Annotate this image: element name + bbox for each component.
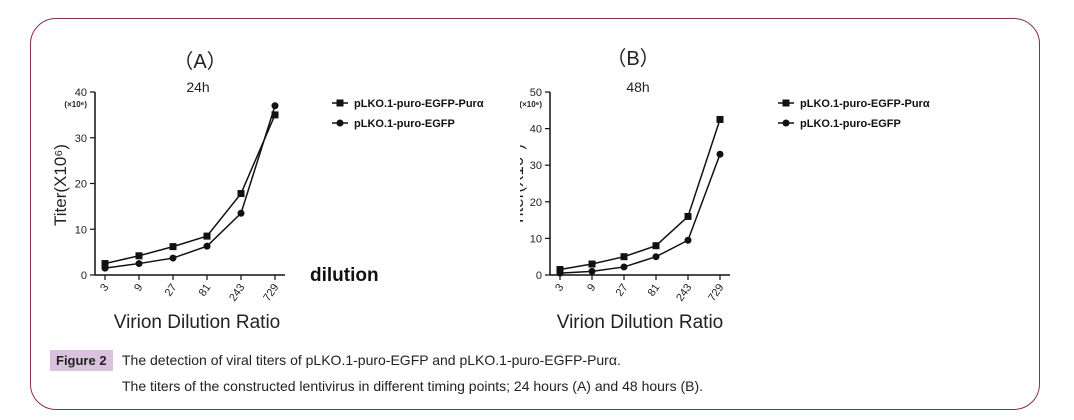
y-tick-label-b: 20: [530, 197, 542, 209]
y-tick-label-a: 30: [75, 133, 87, 145]
y-tick-label-a: 0: [81, 270, 87, 282]
caption-title: The detection of viral titers of pLKO.1-…: [122, 352, 621, 368]
data-point-b-1: [716, 115, 724, 123]
series-line-a-1: [104, 114, 276, 265]
data-point-a-1: [271, 111, 279, 119]
data-point-b-2: [588, 267, 596, 275]
data-point-b-2: [652, 253, 660, 261]
data-point-b-1: [620, 253, 628, 261]
x-tick-label-b: 243: [674, 282, 694, 304]
legend-label-b-1: pLKO.1-puro-EGFP-Purα: [800, 98, 930, 110]
legend-marker-b-2: [782, 119, 790, 127]
data-point-a-2: [237, 209, 245, 217]
x-tick-label-b: 9: [585, 282, 598, 294]
data-point-a-2: [169, 254, 177, 262]
y-tick-label-a: 10: [75, 224, 87, 236]
y-tick-label-b: 10: [530, 233, 542, 245]
legend-label-b-2: pLKO.1-puro-EGFP: [800, 118, 901, 130]
x-tick-label-a: 81: [197, 282, 214, 299]
data-point-a-1: [203, 232, 211, 240]
y-tick-label-b: 0: [536, 270, 542, 282]
data-point-b-2: [620, 263, 628, 271]
data-point-a-1: [101, 260, 109, 268]
caption-description: The titers of the constructed lentivirus…: [122, 378, 704, 394]
x-tick-label-a: 3: [98, 282, 111, 294]
data-point-a-2: [203, 242, 211, 250]
legend-label-a-2: pLKO.1-puro-EGFP: [354, 118, 455, 130]
x-tick-label-b: 3: [553, 282, 566, 294]
x-tick-label-a: 729: [261, 282, 281, 304]
x-tick-label-b: 27: [614, 282, 631, 299]
data-point-a-2: [135, 260, 143, 268]
chart-panel-a: （A） 24h 0 10 20 30 40(×10⁶) Titer(X10⁶) 3 9 27 81 24…: [51, 50, 484, 333]
chart-title-a: 24h: [186, 79, 209, 95]
data-point-a-1: [135, 252, 143, 260]
y-tick-label-b: 30: [530, 160, 542, 172]
legend-marker-b-1: [782, 99, 790, 107]
y-axis-label-b: Titer(X10⁶): [520, 144, 527, 226]
series-line-b-1: [559, 119, 721, 271]
series-line-a-2: [104, 105, 276, 269]
x-tick-label-a: 27: [163, 282, 180, 299]
y-tick-label-a: 20: [75, 179, 87, 191]
panel-label-b: （B）: [606, 47, 659, 70]
dilution-label: dilution: [310, 265, 379, 286]
data-point-b-1: [684, 212, 692, 220]
y-tick-label-a: 40: [75, 87, 87, 99]
panel-label-a: （A）: [173, 50, 226, 73]
chart-title-b: 48h: [626, 79, 649, 95]
data-point-a-2: [271, 102, 279, 110]
data-point-b-2: [716, 150, 724, 158]
figure-frame: [30, 18, 1040, 410]
data-point-a-1: [169, 243, 177, 251]
chart-panel-b: （B） 48h 0 10 20 30 40 50(×10⁶) Titer(X10⁶) 3 9 27 81…: [520, 47, 930, 333]
data-point-b-2: [556, 269, 564, 277]
x-axis-label-b: Virion Dilution Ratio: [557, 312, 724, 333]
x-tick-label-b: 729: [706, 282, 726, 304]
data-point-b-1: [588, 260, 596, 268]
legend-marker-a-1: [336, 99, 344, 107]
legend-marker-a-2: [336, 119, 344, 127]
legend-label-a-1: pLKO.1-puro-EGFP-Purα: [354, 98, 484, 110]
y-multiplier-a: (×10⁶): [64, 100, 87, 109]
x-tick-label-a: 243: [227, 282, 247, 304]
figure-tag: Figure 2: [50, 350, 113, 371]
data-point-b-2: [684, 236, 692, 244]
x-axis-label-a: Virion Dilution Ratio: [114, 312, 281, 333]
data-point-b-1: [556, 266, 564, 274]
y-tick-label-b: 40: [530, 124, 542, 136]
series-line-b-2: [559, 153, 721, 274]
x-tick-label-a: 9: [132, 282, 145, 294]
data-point-a-2: [101, 264, 109, 272]
data-point-b-1: [652, 242, 660, 250]
y-axis-label-a: Titer(X10⁶): [51, 144, 70, 226]
x-tick-label-b: 81: [646, 282, 663, 299]
data-point-a-1: [237, 190, 245, 198]
y-tick-label-b: 50: [530, 87, 542, 99]
y-multiplier-b: (×10⁶): [520, 100, 542, 109]
